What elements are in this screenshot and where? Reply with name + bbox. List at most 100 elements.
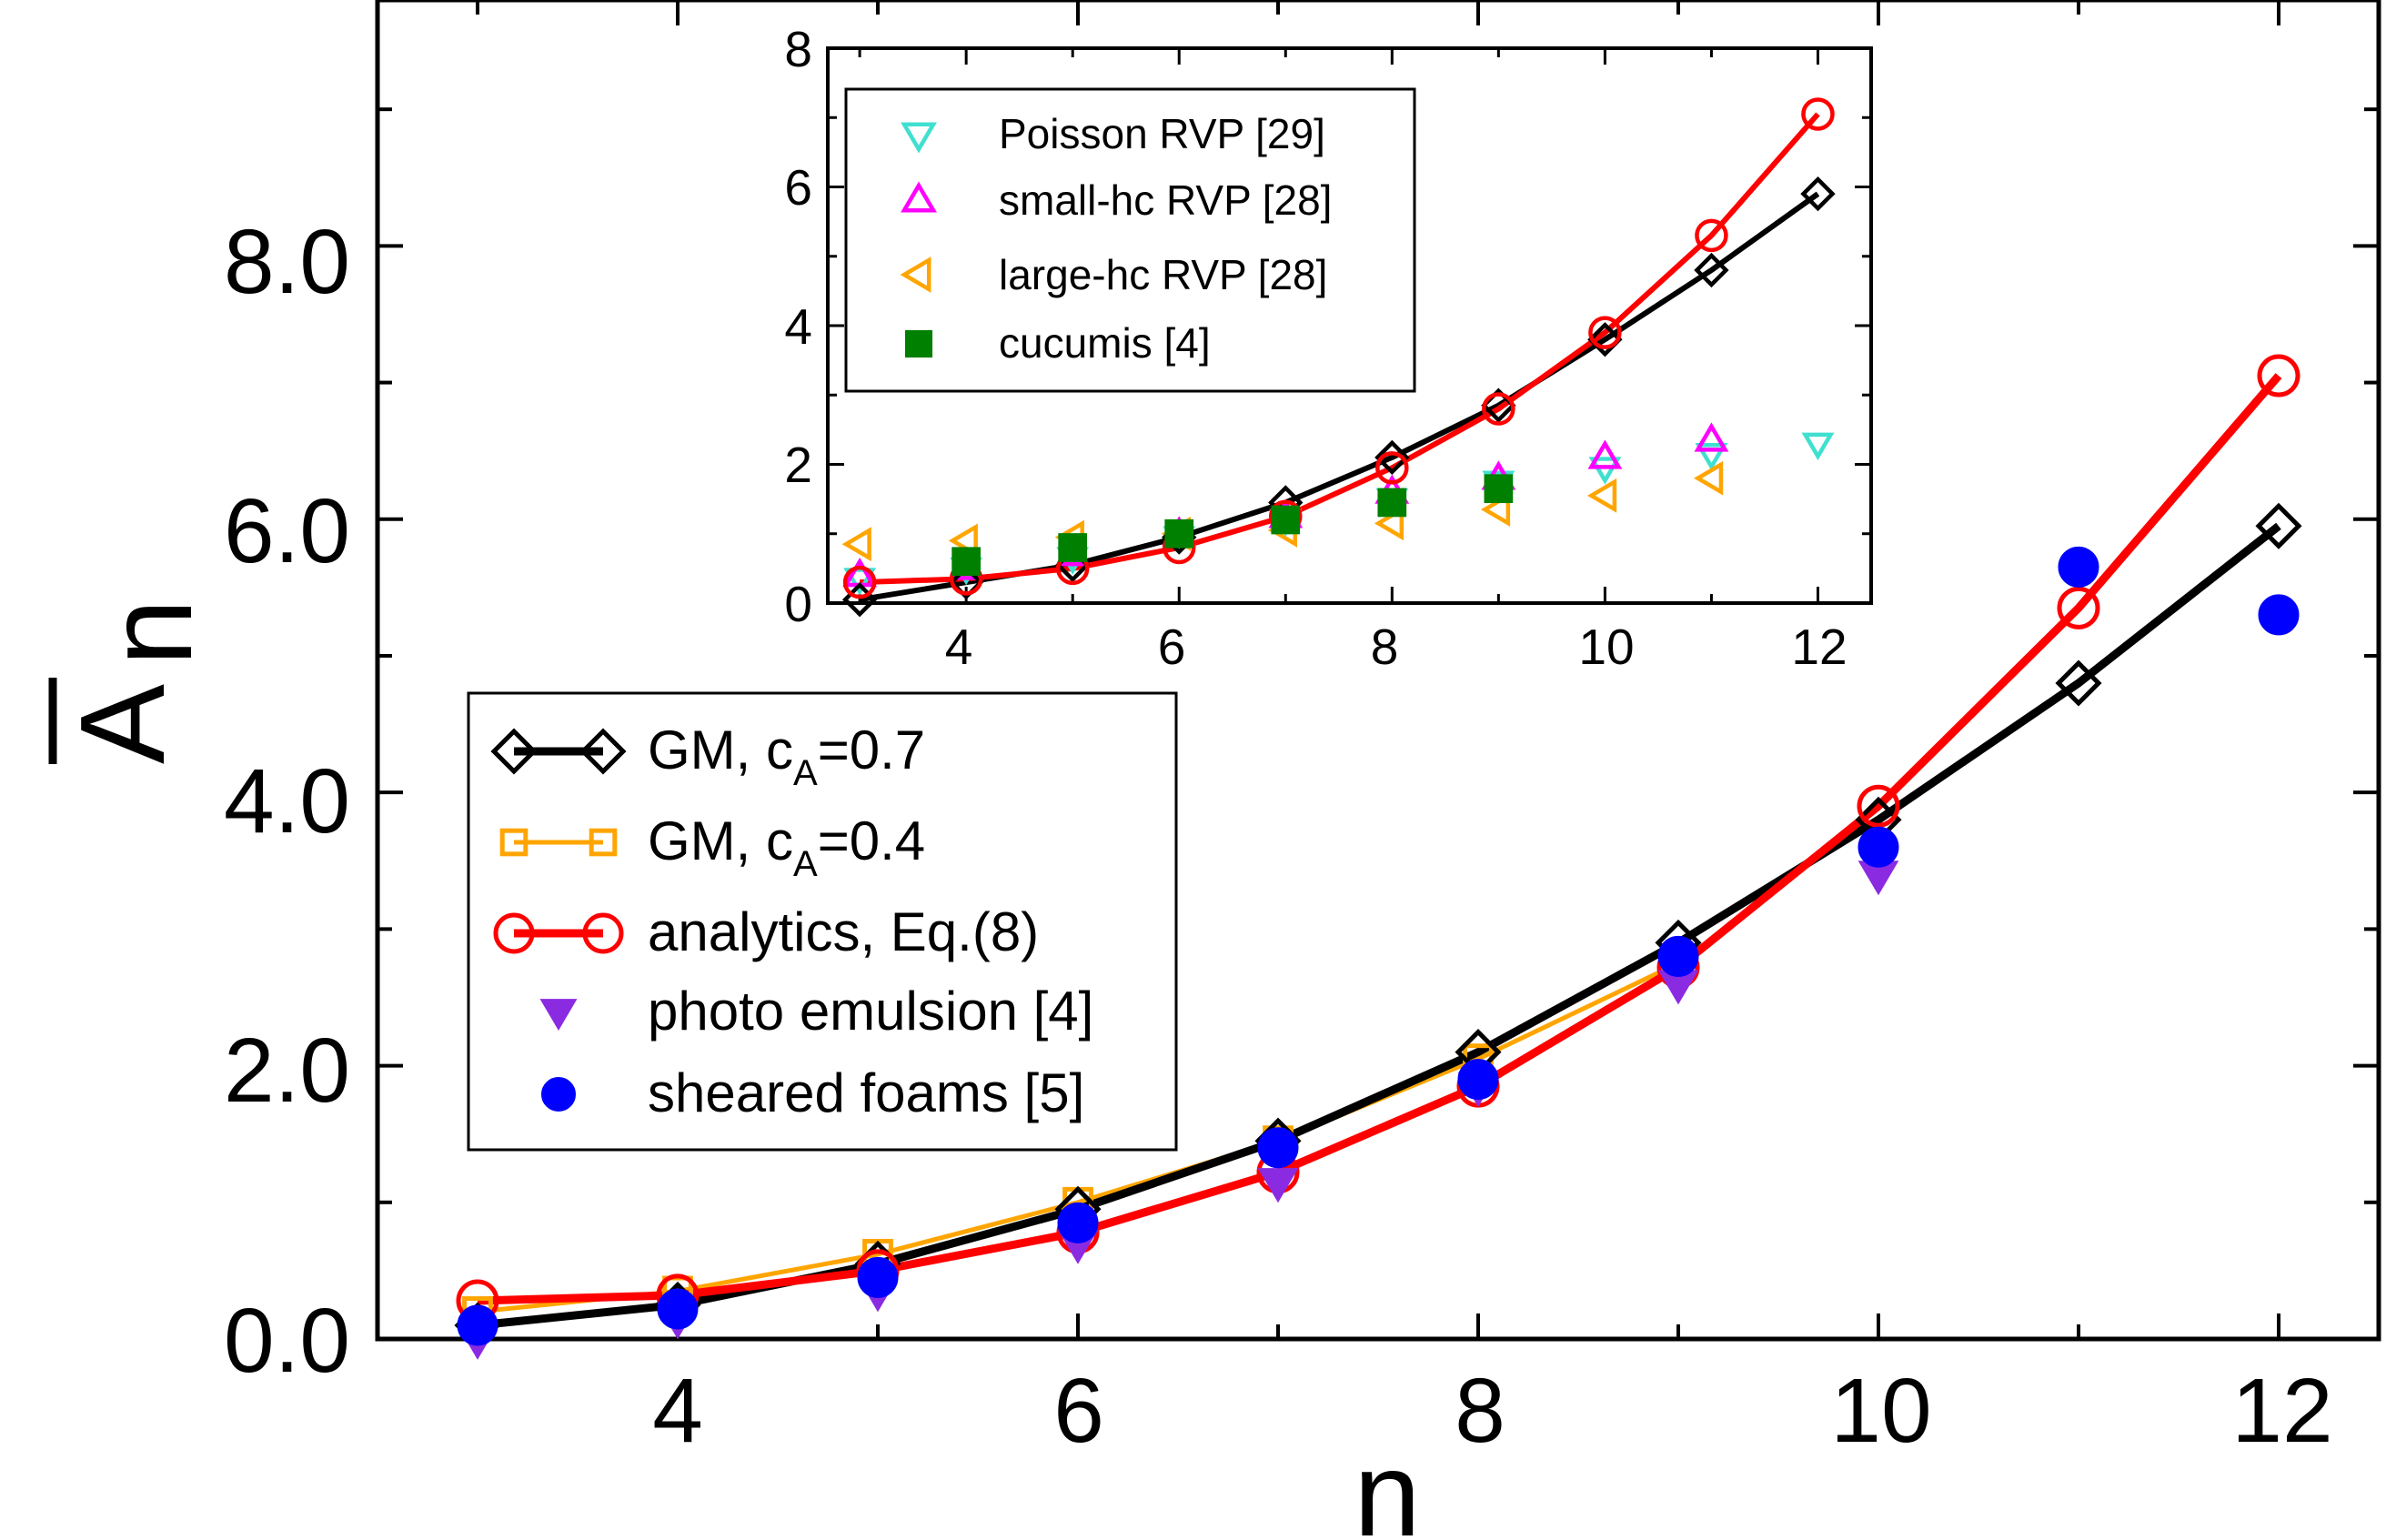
inset-legend-marker-small-hc-rvp-28 (901, 181, 937, 213)
data-point-analytics-eq-8 (1482, 392, 1515, 426)
inset-series (841, 97, 1836, 618)
main-series (454, 354, 2302, 1360)
legend-marker-analytics-eq-8 (493, 912, 535, 954)
legend-label-gm-07-sub: A (793, 753, 818, 793)
inset-x-tick-label: 10 (1578, 619, 1634, 675)
inset-x-tick-label: 12 (1791, 619, 1847, 675)
data-point-gm-c-a-0-7 (948, 564, 984, 600)
data-point-sheared-foams-5 (1057, 1202, 1099, 1243)
data-point-poisson-rvp-29 (843, 568, 877, 596)
inset-legend-box (844, 87, 1416, 393)
inset-y-tick-label: 8 (784, 21, 812, 77)
inset-y-tick-label: 6 (784, 159, 812, 216)
inset-legend-label-large-hc: large-hc RVP [28] (999, 251, 1327, 298)
data-point-analytics-eq-8 (842, 565, 877, 599)
inset-y-tick-label: 0 (784, 576, 812, 632)
data-point-analytics-eq-8 (1375, 451, 1409, 485)
data-point-sheared-foams-5 (1457, 1059, 1499, 1101)
inset-legend-label-poisson: Poisson RVP [29] (999, 110, 1325, 157)
legend-marker-gm-c-0-7 (490, 728, 538, 775)
main-plot: 4 6 8 10 12 0.0 2.0 4.0 6.0 8.0 n A n GM… (48, 0, 2381, 1540)
legend-marker-photo-emulsion-4 (539, 999, 578, 1031)
legend-marker-analytics-eq-8 (582, 912, 624, 954)
inset-legend-marker-poisson-rvp-29 (901, 122, 937, 154)
data-point-poisson-rvp-29 (1588, 457, 1622, 485)
main-x-tick-label: 6 (1053, 1360, 1104, 1462)
data-point-analytics-eq-8 (1857, 784, 1900, 828)
data-point-sheared-foams-5 (1857, 826, 1899, 868)
main-y-tick-label: 0.0 (224, 1290, 350, 1392)
inset-legend-symbols (900, 122, 937, 358)
legend-label-gm-04-suffix: =0.4 (818, 810, 925, 871)
data-point-large-hc-rvp-28 (1694, 460, 1724, 496)
data-point-poisson-rvp-29 (1801, 432, 1835, 461)
main-legend: GM, cA=0.7 GM, cA=0.4 analytics, Eq.(8) … (467, 691, 1178, 1152)
legend-label-gm-04-sub: A (793, 844, 818, 884)
data-point-gm-c-0-7 (2055, 659, 2102, 707)
data-point-sheared-foams-5 (457, 1304, 498, 1346)
legend-marker-gm-c-0-7 (579, 728, 627, 775)
main-x-tick-label: 4 (652, 1360, 703, 1462)
data-point-sheared-foams-5 (1257, 1127, 1299, 1169)
main-x-tick-label: 10 (1830, 1360, 1931, 1462)
inset-x-tick-label: 4 (945, 619, 973, 675)
legend-label-gm-07-suffix: =0.7 (818, 720, 925, 780)
inset-legend-marker-large-hc-rvp-28 (900, 257, 931, 293)
data-point-sheared-foams-5 (1657, 935, 1699, 977)
main-legend-symbols (490, 728, 627, 1112)
main-y-tick-label: 6.0 (224, 480, 350, 582)
main-x-tick-label: 12 (2231, 1360, 2332, 1462)
data-point-gm-c-0-7 (2255, 502, 2302, 549)
main-y-axis-title-sub: n (83, 599, 216, 666)
data-point-analytics-eq-8 (2057, 586, 2100, 629)
main-x-tick-label: 8 (1455, 1360, 1505, 1462)
inset-legend-marker-cucumis-4 (904, 329, 933, 358)
data-point-analytics-eq-8 (2257, 354, 2300, 398)
data-point-sheared-foams-5 (657, 1288, 699, 1330)
data-point-gm-c-a-0-7 (1587, 322, 1623, 357)
data-point-small-hc-rvp-28 (1694, 422, 1729, 452)
data-point-large-hc-rvp-28 (841, 527, 871, 562)
legend-label-gm-04: GM, cA=0.4 (648, 810, 925, 884)
data-point-cucumis-4 (951, 547, 982, 577)
legend-label-analytics: analytics, Eq.(8) (648, 901, 1039, 962)
legend-marker-sheared-foams-5 (541, 1077, 576, 1112)
data-point-sheared-foams-5 (2058, 546, 2099, 588)
inset-x-tick-label: 8 (1371, 619, 1399, 675)
data-point-cucumis-4 (1271, 505, 1301, 535)
inset-x-tick-label: 6 (1158, 619, 1186, 675)
legend-label-sheared-foams: sheared foams [5] (648, 1062, 1084, 1123)
data-point-analytics-eq-8 (1695, 218, 1728, 253)
legend-marker-gm-c-0-4 (589, 828, 618, 857)
main-plot-frame (375, 0, 2381, 1342)
data-point-analytics-eq-8 (1588, 316, 1622, 349)
data-point-gm-c-a-0-7 (1800, 176, 1836, 212)
data-point-poisson-rvp-29 (1695, 443, 1728, 471)
data-point-cucumis-4 (1164, 518, 1194, 549)
data-point-gm-c-a-0-7 (1374, 439, 1410, 476)
legend-label-gm-07: GM, cA=0.7 (648, 720, 925, 793)
data-point-gm-c-a-0-7 (1694, 252, 1729, 288)
inset-legend-label-cucumis: cucumis [4] (999, 319, 1211, 367)
inset-legend-label-small-hc: small-hc RVP [28] (999, 176, 1332, 224)
data-point-analytics-eq-8 (1801, 97, 1835, 131)
main-y-tick-label: 8.0 (224, 211, 350, 313)
inset-legend: Poisson RVP [29] small-hc RVP [28] large… (844, 87, 1416, 393)
legend-marker-gm-c-0-4 (499, 828, 529, 857)
inset-y-tick-label: 2 (784, 437, 812, 493)
series-line-analytics-eq-8 (477, 373, 2282, 1305)
data-point-cucumis-4 (1484, 474, 1514, 504)
series-line-analytics-eq-8 (860, 112, 1820, 586)
inset-y-tick-label: 4 (784, 298, 812, 355)
data-point-cucumis-4 (1377, 488, 1407, 518)
main-y-axis-title: A n (48, 599, 216, 764)
data-point-cucumis-4 (1058, 533, 1088, 562)
data-point-sheared-foams-5 (857, 1256, 899, 1298)
legend-label-gm-04-name: GM, c (648, 810, 793, 871)
legend-label-gm-07-name: GM, c (648, 720, 793, 780)
main-y-axis-title-main: A (55, 684, 189, 764)
main-y-tick-label: 4.0 (224, 750, 350, 852)
main-y-tick-label: 2.0 (224, 1020, 350, 1122)
data-point-large-hc-rvp-28 (1586, 478, 1617, 513)
